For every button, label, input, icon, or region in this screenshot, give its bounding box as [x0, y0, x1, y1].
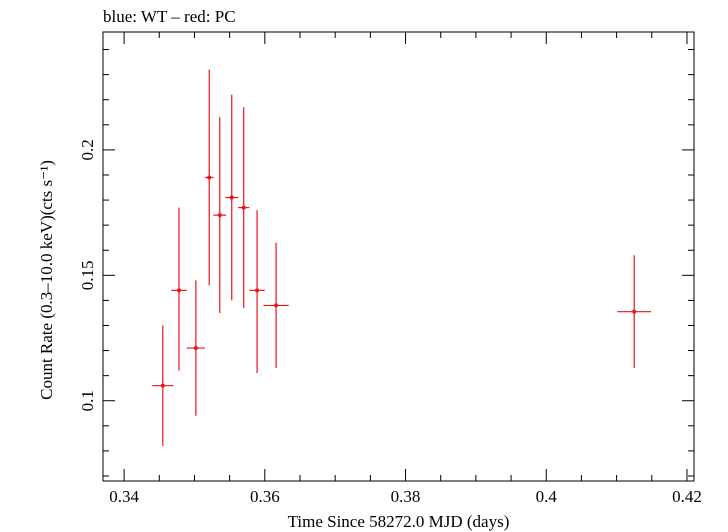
- data-point: [617, 255, 652, 369]
- data-point: [213, 117, 227, 313]
- point-marker: [229, 195, 234, 200]
- plot-frame: [102, 31, 695, 482]
- point-marker: [217, 213, 222, 218]
- x-tick-label: 0.36: [250, 487, 280, 506]
- data-point: [186, 280, 206, 416]
- data-point: [249, 210, 265, 374]
- data-point: [152, 325, 174, 446]
- data-point: [225, 94, 239, 301]
- point-marker: [176, 288, 181, 293]
- point-marker: [632, 309, 637, 314]
- point-marker: [207, 175, 212, 180]
- data-points: [152, 69, 652, 446]
- y-tick-labels: 0.1 0.15 0.2: [78, 139, 97, 411]
- point-marker: [255, 288, 260, 293]
- x-tick-label: 0.42: [672, 487, 702, 506]
- data-point: [263, 242, 289, 369]
- y-tick-label: 0.1: [78, 390, 97, 411]
- y-axis-label: Count Rate (0.3–10.0 keV)(cts s⁻¹): [37, 160, 56, 400]
- y-tick-label: 0.2: [78, 139, 97, 160]
- axis-ticks: [103, 32, 694, 481]
- y-tick-label: 0.15: [78, 260, 97, 290]
- point-marker: [274, 303, 279, 308]
- x-tick-label: 0.4: [536, 487, 558, 506]
- x-tick-label: 0.38: [391, 487, 421, 506]
- point-marker: [160, 383, 165, 388]
- x-tick-labels: 0.34 0.36 0.38 0.4 0.42: [109, 487, 702, 506]
- chart-title: blue: WT – red: PC: [103, 7, 236, 26]
- data-point: [238, 107, 250, 308]
- point-marker: [241, 205, 246, 210]
- point-marker: [193, 346, 198, 351]
- data-point: [205, 69, 214, 286]
- x-axis-label: Time Since 58272.0 MJD (days): [288, 512, 510, 531]
- x-tick-label: 0.34: [109, 487, 139, 506]
- data-point: [171, 207, 187, 371]
